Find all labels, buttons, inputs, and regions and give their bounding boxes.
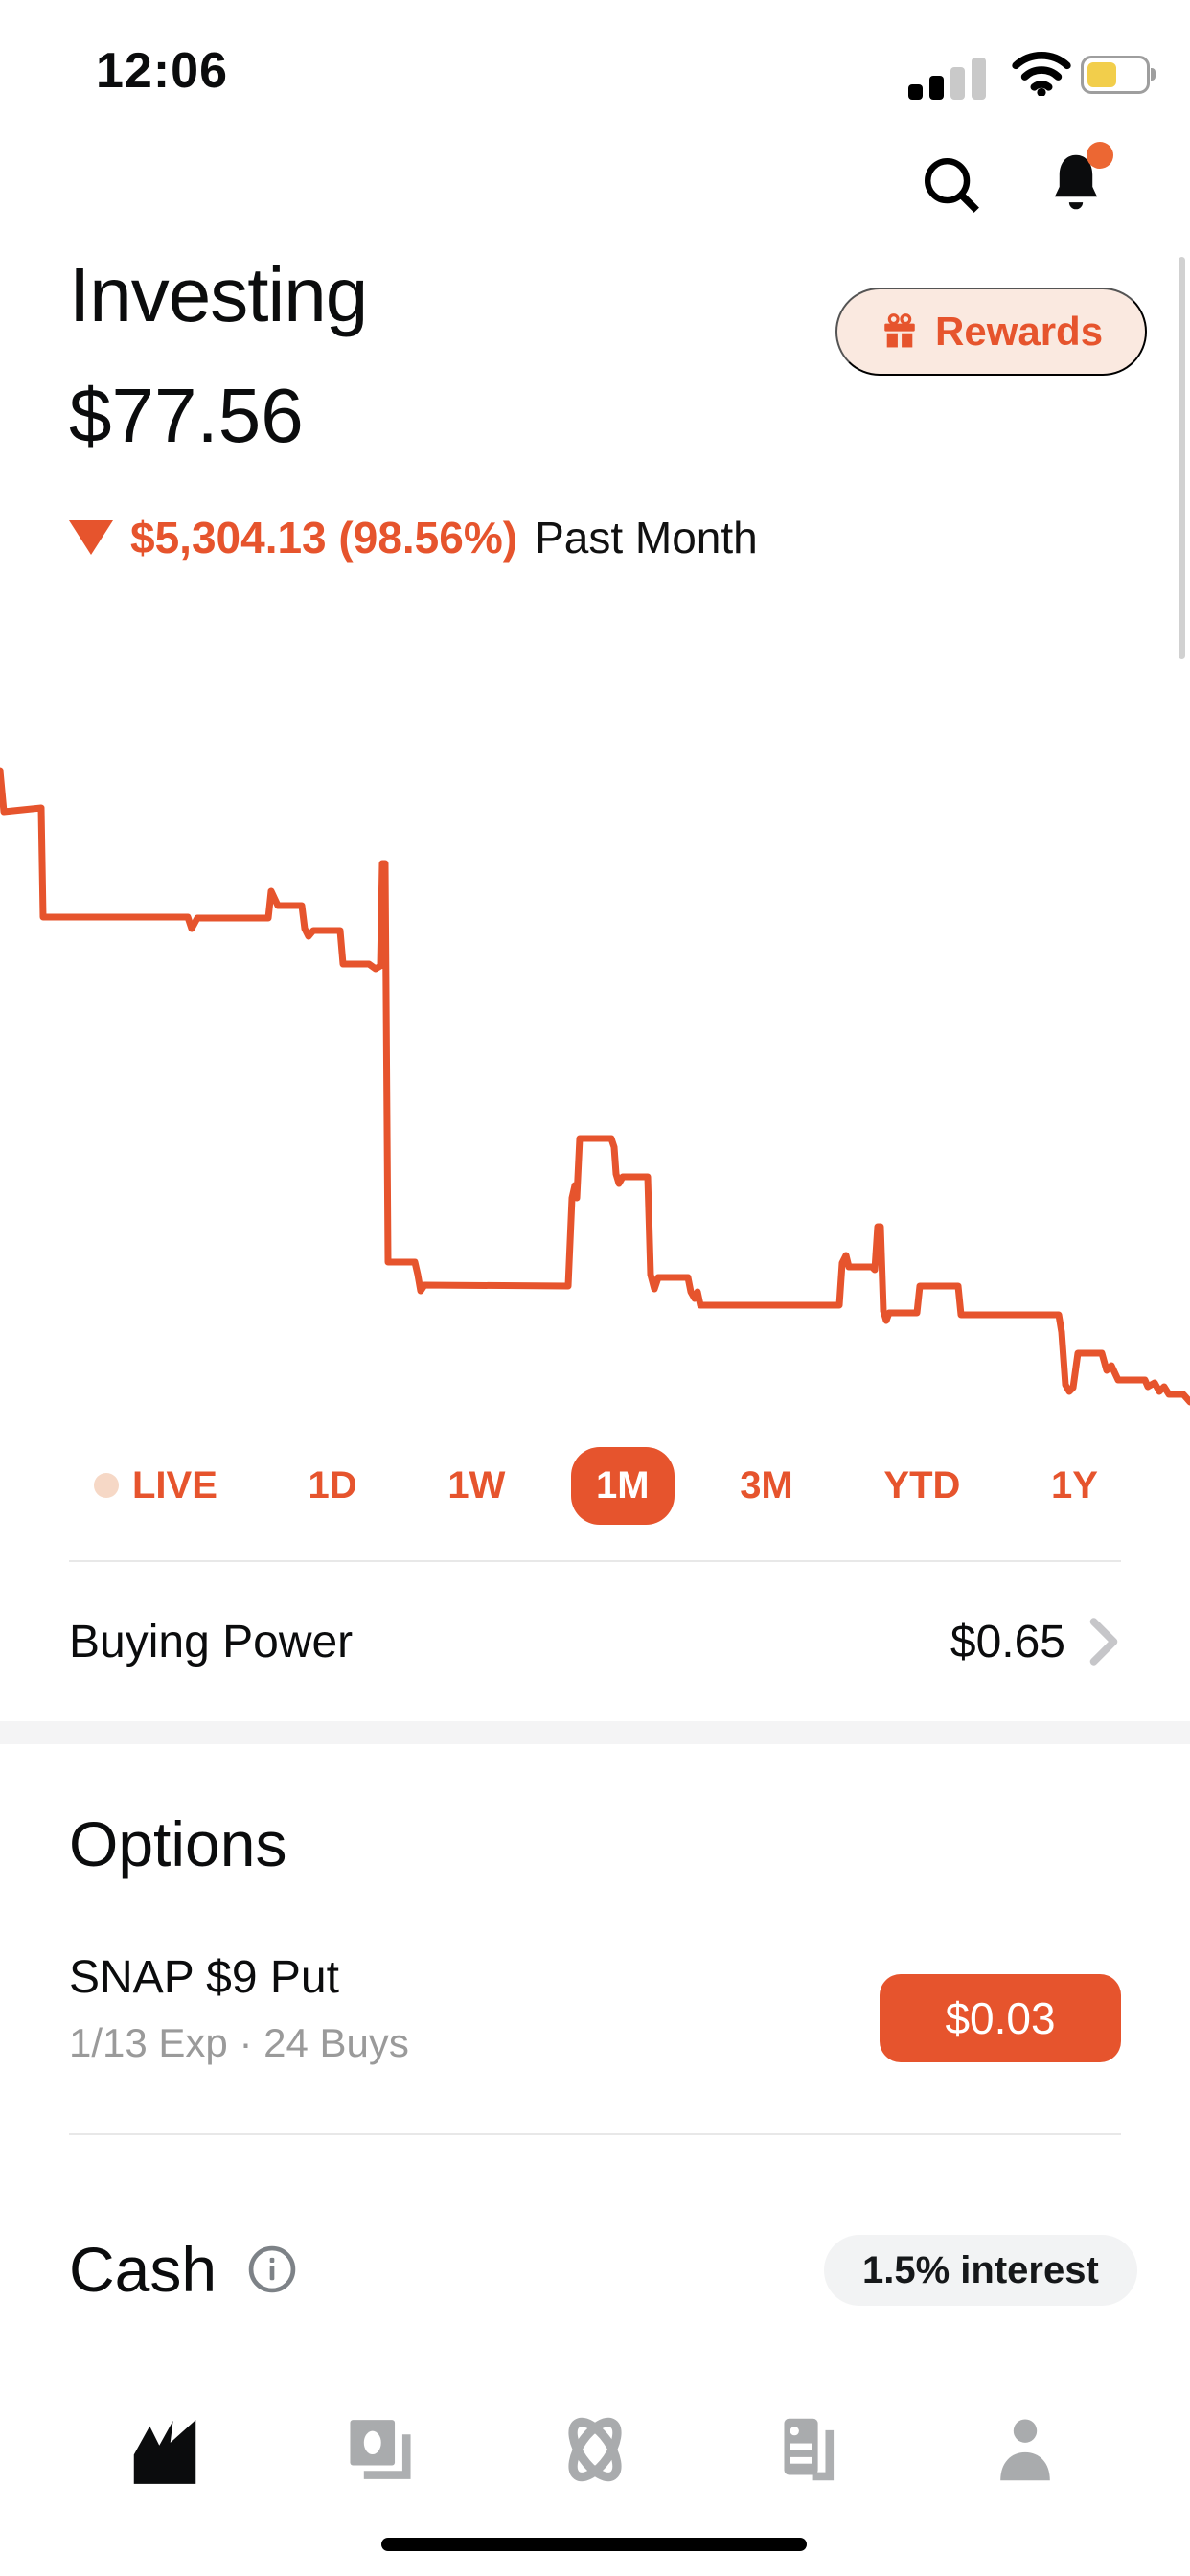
investing-chart-tab-icon[interactable] [122,2406,208,2493]
range-live[interactable]: LIVE [69,1447,242,1525]
delta-period: Past Month [535,513,758,563]
range-selector: LIVE 1D 1W 1M 3M YTD 1Y [69,1442,1123,1529]
home-indicator[interactable] [381,2538,807,2551]
battery-icon [1081,56,1156,94]
retirement-orbit-tab-icon[interactable] [552,2406,638,2493]
buying-power-value: $0.65 [950,1616,1065,1668]
cash-section-title: Cash [69,2234,217,2305]
rewards-label: Rewards [935,309,1104,354]
rewards-button[interactable]: Rewards [835,288,1148,376]
range-label: 3M [740,1463,793,1506]
section-separator [0,1721,1190,1744]
position-details: 1/13 Exp · 24 Buys [69,2020,409,2065]
delta-row: $5,304.13 (98.56%) Past Month [69,512,758,564]
profile-tab-icon[interactable] [982,2406,1068,2493]
wifi-icon [1012,52,1071,101]
delta-amount: $5,304.13 (98.56%) [130,513,518,563]
divider [69,2133,1121,2135]
gift-icon [880,311,920,352]
tab-bar [0,2382,1190,2517]
info-icon[interactable] [245,2242,299,2296]
search-icon[interactable] [918,151,985,218]
range-label: LIVE [132,1463,217,1506]
range-label: 1W [447,1463,506,1506]
range-1m[interactable]: 1M [570,1446,675,1525]
range-label: YTD [883,1463,961,1506]
interest-rate-badge: 1.5% interest [824,2235,1137,2306]
status-time: 12:06 [96,43,228,99]
page-title: Investing [69,252,368,337]
triangle-down-icon [69,520,113,555]
cash-tab-icon[interactable] [337,2406,423,2493]
range-label: 1Y [1051,1463,1098,1506]
portfolio-line-chart[interactable] [0,738,1190,1418]
buying-power-label: Buying Power [69,1616,354,1668]
position-price-button[interactable]: $0.03 [880,1974,1121,2062]
bell-icon[interactable] [1039,142,1115,222]
news-tab-icon[interactable] [767,2406,853,2493]
chevron-right-icon [1087,1617,1121,1667]
position-name: SNAP $9 Put [69,1952,339,2003]
cash-section-header: Cash [69,2233,299,2306]
buying-power-row[interactable]: Buying Power $0.65 [69,1598,1121,1685]
range-1w[interactable]: 1W [423,1447,530,1525]
scrollbar[interactable] [1179,257,1185,659]
notification-dot [1087,142,1113,169]
range-1y[interactable]: 1Y [1026,1447,1123,1525]
range-label: 1D [308,1463,357,1506]
range-ytd[interactable]: YTD [858,1447,985,1525]
range-3m[interactable]: 3M [715,1447,818,1525]
divider [69,1560,1121,1562]
live-dot-icon [94,1473,119,1498]
portfolio-value: $77.56 [69,373,304,458]
range-label: 1M [595,1463,650,1506]
cellular-signal-icon [908,58,1004,100]
range-1d[interactable]: 1D [284,1447,382,1525]
chart-line [0,767,1190,1406]
options-section-title: Options [69,1808,287,1879]
